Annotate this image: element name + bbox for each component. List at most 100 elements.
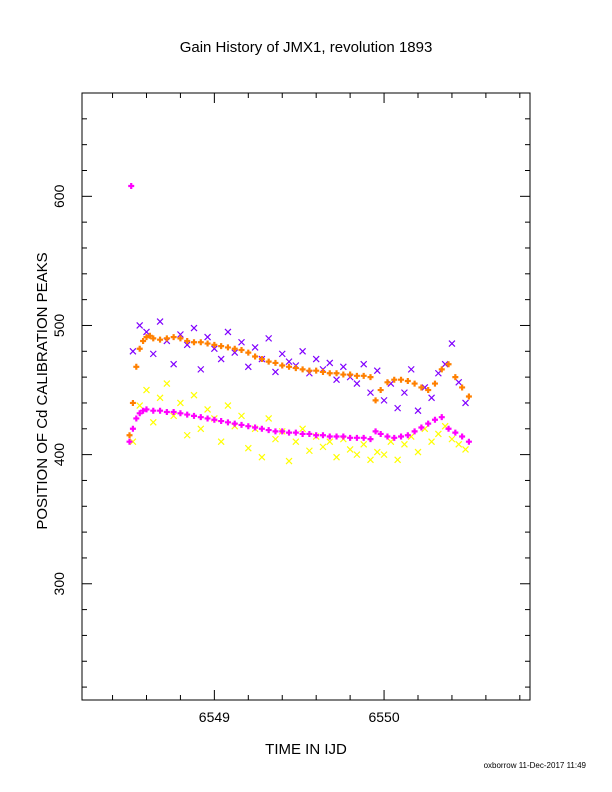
x-axis-label: TIME IN IJD xyxy=(265,741,347,758)
data-point xyxy=(391,434,398,441)
data-point xyxy=(238,347,245,354)
data-point xyxy=(299,430,306,437)
data-point xyxy=(305,447,313,455)
data-point xyxy=(372,397,379,404)
data-point xyxy=(265,427,272,434)
data-point xyxy=(339,363,347,371)
data-point xyxy=(238,338,245,346)
data-point xyxy=(129,399,136,406)
data-point xyxy=(252,353,259,360)
data-point xyxy=(210,345,218,353)
data-point xyxy=(170,408,177,415)
data-point xyxy=(360,372,367,379)
data-point xyxy=(398,433,405,440)
data-point xyxy=(204,415,211,422)
data-point xyxy=(133,415,140,422)
data-point xyxy=(258,356,265,363)
data-point xyxy=(418,424,425,431)
data-point xyxy=(204,405,212,413)
data-point xyxy=(231,345,238,352)
data-point xyxy=(455,378,463,386)
data-point xyxy=(346,446,354,453)
data-point xyxy=(398,376,405,383)
data-point xyxy=(143,334,150,341)
data-point xyxy=(394,404,402,412)
data-point xyxy=(459,433,466,440)
data-point xyxy=(462,446,469,453)
data-point xyxy=(384,379,391,386)
data-point xyxy=(244,363,252,371)
data-point xyxy=(176,331,184,338)
data-point xyxy=(367,456,374,464)
data-point xyxy=(136,345,143,352)
data-point xyxy=(326,438,334,446)
data-point xyxy=(279,428,286,435)
data-point xyxy=(231,420,238,427)
series-2 xyxy=(126,332,472,439)
data-point xyxy=(319,432,326,439)
data-point xyxy=(360,360,368,368)
data-point xyxy=(140,337,147,344)
data-point xyxy=(140,407,147,414)
data-point xyxy=(292,365,299,372)
data-point xyxy=(319,368,326,375)
data-point xyxy=(150,335,157,342)
data-point xyxy=(377,387,384,394)
data-point xyxy=(245,349,252,356)
data-point xyxy=(459,384,466,391)
data-point xyxy=(136,410,143,417)
data-point xyxy=(425,387,432,394)
data-point xyxy=(170,412,178,420)
y-axis-label: POSITION OF Cd CALIBRATION PEAKS xyxy=(34,252,51,529)
data-point xyxy=(286,429,293,436)
data-point xyxy=(299,425,307,433)
data-point xyxy=(299,366,306,373)
data-point xyxy=(360,434,367,441)
data-point xyxy=(190,391,198,399)
data-point xyxy=(367,436,374,443)
data-point xyxy=(414,448,422,456)
data-point xyxy=(448,435,456,443)
data-point xyxy=(353,451,361,459)
data-point xyxy=(434,430,442,438)
plot-frame xyxy=(81,92,531,701)
data-point xyxy=(190,324,198,332)
x-tick-label: 6549 xyxy=(199,709,230,725)
data-point xyxy=(156,394,164,402)
data-point xyxy=(462,399,469,407)
data-point xyxy=(455,440,463,448)
data-point xyxy=(333,370,340,377)
data-point xyxy=(163,380,171,388)
series-0 xyxy=(129,318,469,415)
data-point xyxy=(400,440,408,448)
data-point xyxy=(170,334,177,341)
data-point xyxy=(191,412,197,419)
data-point xyxy=(333,376,340,384)
data-point xyxy=(452,374,459,381)
data-point xyxy=(347,371,354,378)
data-point xyxy=(265,358,272,365)
axis-ticks xyxy=(82,92,530,700)
data-point xyxy=(333,453,340,461)
data-point xyxy=(129,425,136,432)
data-point xyxy=(238,421,245,428)
data-point xyxy=(272,368,279,376)
data-point xyxy=(425,420,432,427)
data-point xyxy=(438,414,445,421)
data-point xyxy=(163,408,170,415)
data-point xyxy=(265,415,273,422)
data-point xyxy=(441,360,449,368)
data-point xyxy=(465,438,472,445)
y-tick-label: 600 xyxy=(51,184,67,208)
data-point xyxy=(157,407,164,414)
data-point xyxy=(414,407,422,415)
tick-labels: 6549 6550 300 400 500 600 xyxy=(51,184,400,725)
data-point xyxy=(211,341,218,348)
data-point xyxy=(445,425,452,432)
data-point xyxy=(146,332,153,339)
data-point xyxy=(224,419,231,426)
data-point xyxy=(218,418,225,425)
series-1 xyxy=(129,380,469,465)
data-point xyxy=(204,333,212,341)
